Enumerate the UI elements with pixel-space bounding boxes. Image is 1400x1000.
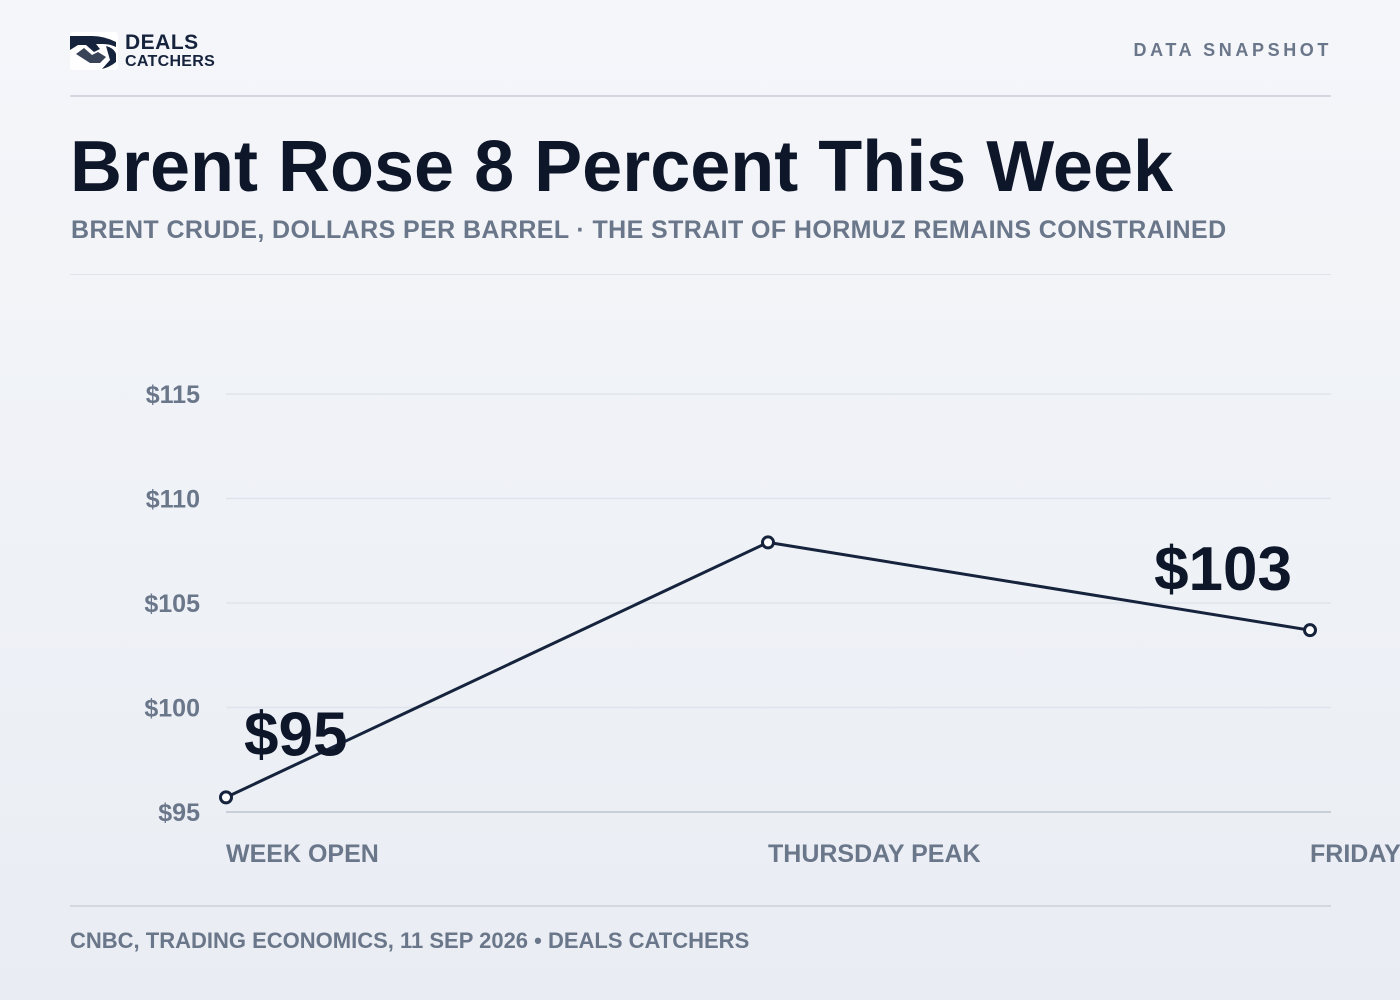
data-label: $95 (244, 700, 347, 769)
x-tick-label: THURSDAY PEAK (768, 840, 981, 868)
source-credit: CNBC, TRADING ECONOMICS, 11 SEP 2026 • D… (70, 928, 750, 953)
x-tick-label: FRIDAY (1310, 840, 1400, 868)
data-point (761, 535, 775, 550)
page-title: Brent Rose 8 Percent This Week (70, 127, 1174, 207)
brand-wordmark: DEALS CATCHERS (125, 32, 215, 70)
y-tick-label: $95 (158, 799, 200, 827)
header-divider (70, 95, 1331, 97)
brand-name-line1: DEALS (125, 31, 199, 54)
x-tick-label: WEEK OPEN (226, 840, 379, 868)
title-divider (70, 274, 1331, 275)
y-tick-label: $115 (146, 381, 200, 409)
brand-logo: DEALS CATCHERS (70, 32, 215, 70)
page-subtitle: BRENT CRUDE, DOLLARS PER BARREL · THE ST… (71, 216, 1227, 244)
y-tick-label: $110 (146, 486, 200, 514)
series-line (224, 540, 1312, 799)
data-point (1303, 623, 1317, 638)
y-tick-label: $105 (144, 590, 200, 618)
footer-divider (70, 905, 1331, 907)
data-label: $103 (1154, 535, 1292, 604)
handshake-icon (70, 32, 118, 70)
y-tick-label: $100 (144, 695, 200, 723)
data-point (219, 790, 233, 805)
section-kicker: DATA SNAPSHOT (1133, 40, 1332, 60)
brand-name-line2: CATCHERS (125, 53, 216, 70)
